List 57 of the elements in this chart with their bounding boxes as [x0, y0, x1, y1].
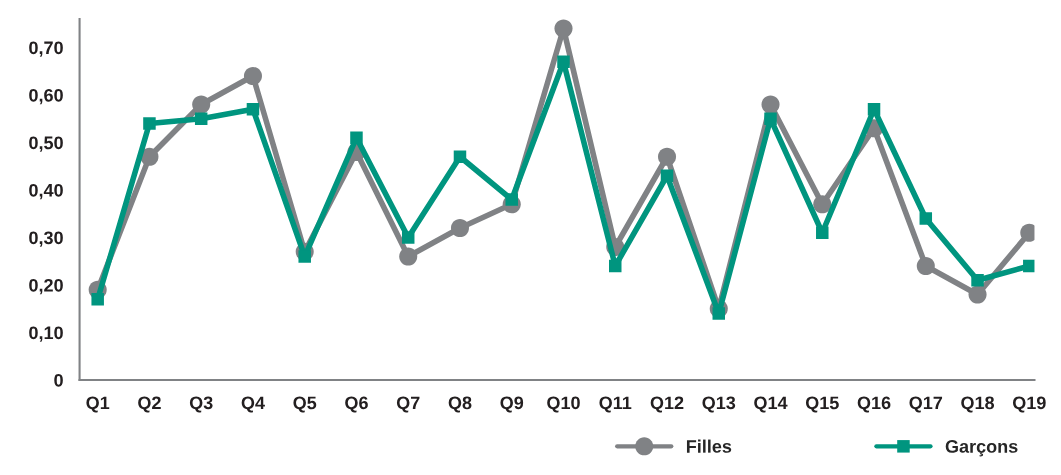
point [140, 147, 159, 166]
point [971, 274, 984, 287]
point [450, 218, 470, 238]
point [761, 95, 780, 114]
point [712, 307, 726, 320]
legend-label: Filles [686, 439, 732, 453]
point [657, 147, 677, 166]
y-tick-label: 0,40 [29, 183, 63, 200]
x-tick-label: Q16 [857, 396, 891, 413]
point [246, 103, 260, 116]
x-tick-label: Q4 [241, 396, 265, 413]
x-tick-label: Q1 [86, 396, 110, 413]
point [453, 150, 467, 163]
y-tick-label: 0,70 [29, 41, 63, 57]
x-tick-label: Q7 [396, 396, 420, 413]
legend-label: Garçons [945, 440, 1018, 457]
point [399, 247, 418, 266]
point [401, 231, 415, 244]
point [867, 103, 881, 116]
point [813, 195, 832, 214]
point [919, 212, 933, 225]
point [660, 169, 674, 182]
x-tick-label: Q19 [1012, 396, 1046, 413]
point [243, 66, 262, 86]
x-tick-label: Q17 [909, 396, 943, 413]
x-tick-label: Q6 [345, 396, 368, 413]
point [192, 95, 211, 114]
point [1023, 259, 1035, 273]
y-tick-label: 0,30 [29, 231, 63, 247]
point [764, 112, 777, 125]
point [557, 55, 570, 68]
point [143, 117, 156, 130]
point [916, 256, 935, 276]
point [554, 19, 573, 38]
point [91, 293, 104, 306]
point [350, 131, 363, 144]
y-tick-label: 0 [54, 373, 63, 387]
point [609, 259, 622, 273]
x-tick-label: Q18 [961, 396, 995, 413]
x-tick-label: Q9 [500, 396, 524, 413]
x-tick-label: Q11 [599, 396, 632, 413]
x-tick-label: Q14 [754, 396, 788, 413]
y-tick-label: 0,10 [29, 326, 63, 342]
y-tick-label: 0,50 [29, 136, 63, 152]
point [816, 226, 829, 239]
x-tick-label: Q5 [293, 396, 317, 413]
x-tick-label: Q2 [138, 396, 161, 413]
point [968, 285, 987, 304]
x-tick-label: Q12 [650, 396, 684, 413]
x-tick-label: Q3 [189, 396, 213, 413]
x-tick-label: Q10 [547, 396, 580, 413]
y-tick-label: 0,60 [29, 88, 63, 105]
x-tick-label: Q8 [448, 396, 472, 413]
x-tick-label: Q15 [805, 396, 839, 413]
x-tick-label: Q13 [702, 396, 736, 413]
y-tick-label: 0,20 [29, 278, 63, 295]
point [194, 112, 208, 125]
